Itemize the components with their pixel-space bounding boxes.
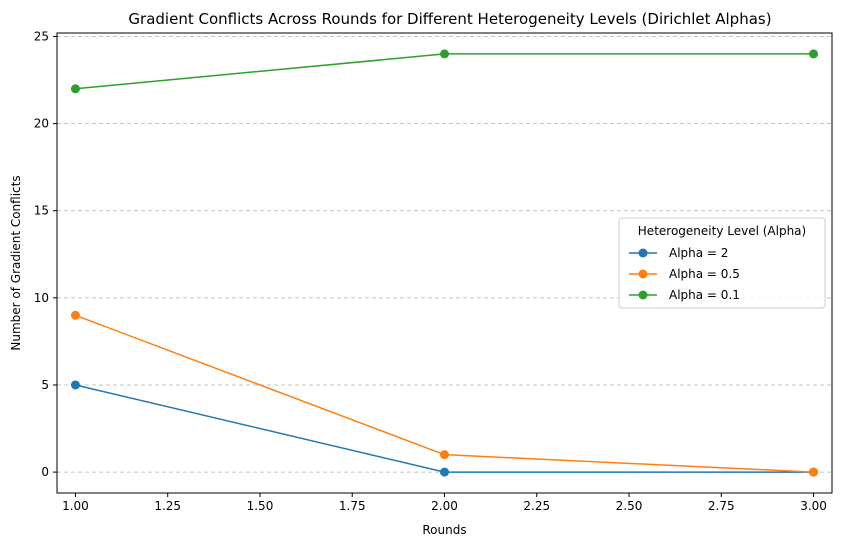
x-axis-label: Rounds bbox=[422, 523, 466, 537]
y-tick-label: 10 bbox=[34, 291, 49, 305]
x-tick-label: 1.25 bbox=[154, 499, 181, 513]
series-1 bbox=[70, 380, 819, 477]
y-tick-label: 25 bbox=[34, 29, 49, 43]
x-tick-label: 2.00 bbox=[431, 499, 458, 513]
legend-box bbox=[618, 217, 826, 309]
y-axis: 0 5 10 15 20 25 bbox=[34, 29, 57, 479]
data-point bbox=[809, 467, 819, 477]
legend-title: Heterogeneity Level (Alpha) bbox=[638, 224, 806, 238]
chart-title: Gradient Conflicts Across Rounds for Dif… bbox=[128, 10, 771, 28]
legend-entry-label: Alpha = 0.1 bbox=[669, 288, 740, 302]
legend: Heterogeneity Level (Alpha) Alpha = 2 Alp… bbox=[618, 217, 826, 309]
x-tick-label: 3.00 bbox=[800, 499, 827, 513]
y-axis-label: Number of Gradient Conflicts bbox=[9, 175, 23, 350]
y-tick-label: 20 bbox=[34, 117, 49, 131]
legend-entry-label: Alpha = 2 bbox=[669, 246, 728, 260]
data-point bbox=[70, 310, 80, 320]
series-2 bbox=[70, 310, 819, 477]
data-point bbox=[70, 380, 80, 390]
y-tick-label: 15 bbox=[34, 204, 49, 218]
series-line bbox=[75, 314, 814, 473]
x-tick-label: 1.75 bbox=[339, 499, 366, 513]
legend-marker bbox=[638, 269, 648, 279]
data-point bbox=[440, 49, 449, 59]
y-tick-label: 5 bbox=[41, 378, 49, 392]
legend-marker bbox=[638, 248, 648, 258]
data-point bbox=[70, 84, 80, 94]
x-tick-label: 2.50 bbox=[616, 499, 643, 513]
x-tick-label: 1.50 bbox=[247, 499, 274, 513]
series-line bbox=[75, 53, 814, 90]
x-axis: 1.00 1.25 1.50 1.75 2.00 2.25 2.50 2.75 3.00 bbox=[62, 493, 827, 513]
x-tick-label: 2.75 bbox=[708, 499, 735, 513]
series-3 bbox=[70, 49, 819, 94]
y-tick-label: 0 bbox=[41, 465, 49, 479]
x-tick-label: 2.25 bbox=[523, 499, 550, 513]
legend-marker bbox=[638, 290, 648, 300]
data-point bbox=[440, 450, 449, 460]
data-point bbox=[440, 467, 449, 477]
x-tick-label: 1.00 bbox=[62, 499, 89, 513]
series-layer bbox=[70, 49, 819, 477]
legend-entry-label: Alpha = 0.5 bbox=[669, 267, 740, 281]
data-point bbox=[809, 49, 819, 59]
